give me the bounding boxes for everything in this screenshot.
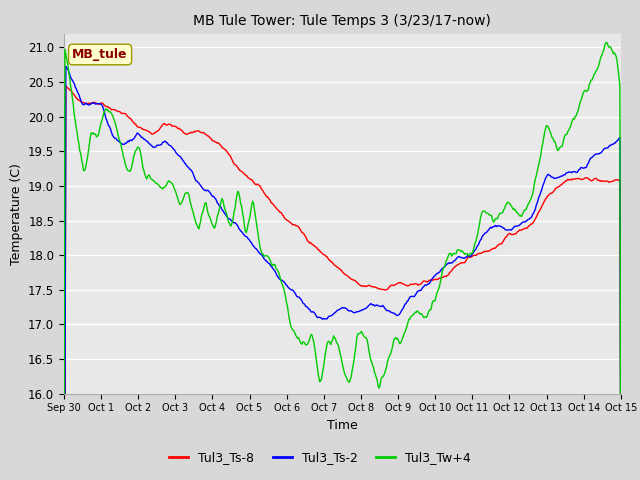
Legend: Tul3_Ts-8, Tul3_Ts-2, Tul3_Tw+4: Tul3_Ts-8, Tul3_Ts-2, Tul3_Tw+4 bbox=[164, 446, 476, 469]
Y-axis label: Temperature (C): Temperature (C) bbox=[10, 163, 22, 264]
Title: MB Tule Tower: Tule Temps 3 (3/23/17-now): MB Tule Tower: Tule Temps 3 (3/23/17-now… bbox=[193, 14, 492, 28]
Text: MB_tule: MB_tule bbox=[72, 48, 128, 61]
X-axis label: Time: Time bbox=[327, 419, 358, 432]
